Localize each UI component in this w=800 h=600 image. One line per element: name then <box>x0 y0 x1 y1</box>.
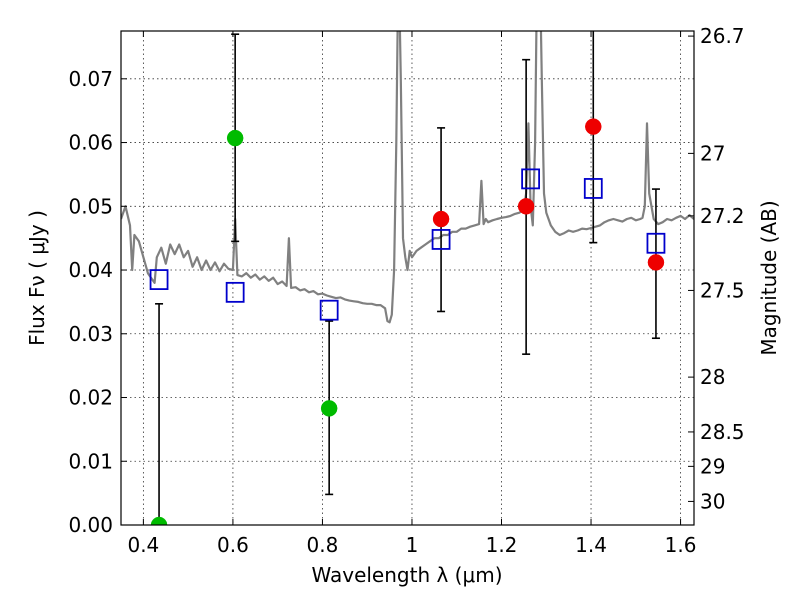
y-tick-label: 0.04 <box>68 258 113 282</box>
green-circle-marker <box>150 516 168 525</box>
green-circle-marker <box>320 400 338 417</box>
x-tick-label: 1.4 <box>575 533 607 557</box>
model-spectrum-line <box>121 31 694 324</box>
open-square-marker <box>319 299 339 321</box>
grid <box>121 31 694 526</box>
red-circle-marker <box>585 118 602 135</box>
open-square-marker <box>149 269 169 290</box>
right-tick-label: 30 <box>700 489 725 513</box>
x-tick-label: 0.8 <box>307 533 339 557</box>
markers <box>149 118 666 525</box>
ticks: 0.4 0.6 0.8 1 1.2 1.4 1.6 0.00 0.01 0.02 0.03 0.04 0… <box>68 24 744 557</box>
x-tick-label: 1 <box>406 533 419 557</box>
red-circle-marker <box>517 198 535 215</box>
y-tick-label: 0.06 <box>68 131 113 155</box>
y-tick-label: 0.05 <box>68 194 113 218</box>
y-tick-label: 0.01 <box>68 449 113 473</box>
red-circle-marker <box>647 254 665 271</box>
open-square-marker <box>431 229 451 250</box>
x-axis-label: Wavelength λ (μm) <box>311 563 502 587</box>
y-tick-label: 0.00 <box>68 513 113 537</box>
model-spectrum <box>121 31 694 324</box>
open-square-marker <box>646 232 666 254</box>
right-tick-label: 28 <box>700 365 725 389</box>
right-tick-label: 27.5 <box>700 278 745 302</box>
right-tick-label: 29 <box>700 454 725 478</box>
plot-frame <box>120 30 695 526</box>
x-tick-label: 1.6 <box>665 533 697 557</box>
plot-area <box>121 31 694 525</box>
x-tick-label: 1.2 <box>486 533 518 557</box>
open-square-marker <box>583 178 603 199</box>
right-tick-label: 27 <box>700 141 725 165</box>
right-axis-label: Magnitude (AB) <box>757 200 781 355</box>
right-tick-label: 26.7 <box>700 24 745 48</box>
y-axis-label: Flux Fν ( μJy ) <box>25 210 49 346</box>
x-tick-label: 0.4 <box>127 533 159 557</box>
right-tick-label: 28.5 <box>700 420 745 444</box>
y-tick-label: 0.02 <box>68 386 113 410</box>
green-circle-marker <box>226 129 244 147</box>
red-circle-marker <box>432 210 450 228</box>
right-tick-label: 27.2 <box>700 204 745 228</box>
open-square-marker <box>225 281 245 303</box>
y-tick-label: 0.03 <box>68 322 113 346</box>
y-tick-label: 0.07 <box>68 67 113 91</box>
open-square-marker <box>521 168 541 190</box>
x-tick-label: 0.6 <box>217 533 249 557</box>
